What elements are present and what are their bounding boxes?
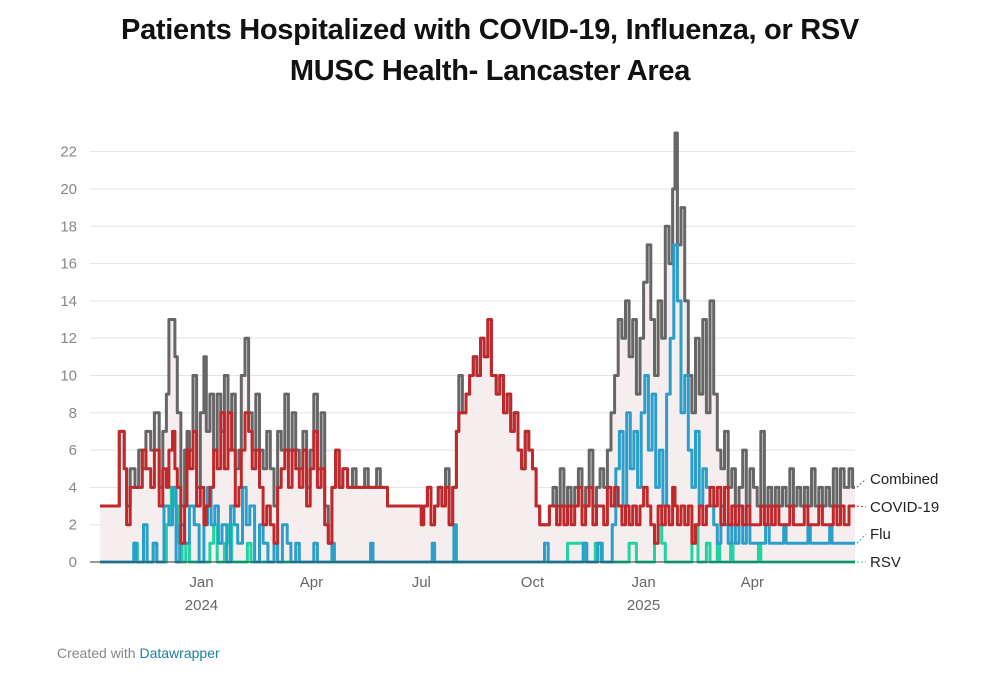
y-tick-label: 14: [60, 293, 77, 310]
x-tick-label: Jul: [412, 574, 431, 591]
label-connector: [856, 478, 867, 488]
y-tick-label: 2: [69, 517, 77, 534]
y-tick-label: 0: [69, 554, 77, 571]
x-tick-label: Jan: [632, 574, 656, 591]
x-tick-label: Oct: [521, 574, 545, 591]
series-end-label: Flu: [870, 526, 891, 543]
x-tick-label: Apr: [741, 574, 764, 591]
y-tick-label: 8: [69, 405, 77, 422]
x-tick-label: Jan: [189, 574, 213, 591]
chart-subtitle: MUSC Health- Lancaster Area: [289, 55, 691, 87]
series-end-label: Combined: [870, 471, 938, 488]
y-tick-label: 18: [60, 218, 77, 235]
y-tick-label: 4: [69, 479, 77, 496]
footer-prefix: Created with: [57, 645, 140, 661]
x-tick-year: 2024: [185, 597, 218, 614]
combined-area-fill: [100, 133, 855, 562]
series-line-covid-19: [100, 318, 855, 545]
y-tick-label: 12: [60, 330, 77, 347]
y-tick-label: 6: [69, 442, 77, 459]
y-tick-label: 22: [60, 144, 77, 161]
chart-title: Patients Hospitalized with COVID-19, Inf…: [121, 14, 859, 46]
x-tick-year: 2025: [627, 597, 660, 614]
label-connector: [856, 533, 867, 544]
series-end-label: COVID-19: [870, 499, 939, 516]
label-connector: [856, 505, 867, 508]
y-tick-label: 10: [60, 367, 77, 384]
y-tick-label: 16: [60, 256, 77, 273]
series-end-label: RSV: [870, 554, 901, 571]
footer-credit: Created with Datawrapper: [57, 645, 220, 661]
datawrapper-link[interactable]: Datawrapper: [139, 645, 220, 661]
y-tick-label: 20: [60, 181, 77, 198]
x-tick-label: Apr: [300, 574, 323, 591]
